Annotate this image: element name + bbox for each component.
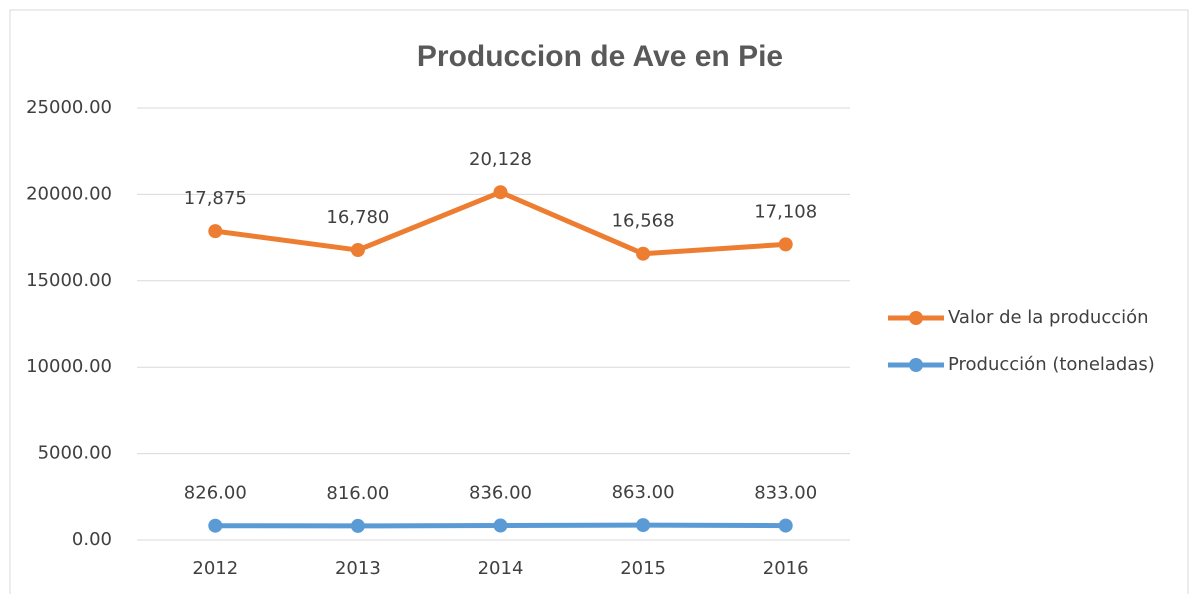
point [778, 518, 793, 533]
point [636, 246, 651, 261]
data-label: 17,875 [184, 188, 247, 209]
data-label: 16,780 [326, 207, 389, 228]
point [350, 243, 365, 258]
y-tick-label: 5000.00 [38, 443, 112, 464]
point [493, 185, 508, 200]
chart-title: Produccion de Ave en Pie [417, 40, 783, 73]
point [350, 518, 365, 533]
point [636, 518, 651, 533]
point [208, 224, 223, 239]
legend-marker [909, 358, 923, 372]
data-label: 826.00 [184, 483, 247, 504]
y-tick-label: 15000.00 [26, 270, 112, 291]
legend-label: Producción (toneladas) [948, 354, 1155, 375]
point [493, 518, 508, 533]
legend-label: Valor de la producción [948, 307, 1149, 328]
data-label: 836.00 [469, 483, 532, 504]
data-label: 863.00 [612, 482, 675, 503]
y-tick-label: 25000.00 [26, 97, 112, 118]
x-tick-label: 2013 [335, 558, 381, 579]
point [778, 237, 793, 252]
data-label: 20,128 [469, 149, 532, 170]
y-tick-label: 10000.00 [26, 356, 112, 377]
x-tick-label: 2012 [192, 558, 238, 579]
point [208, 518, 223, 533]
data-label: 17,108 [754, 201, 817, 222]
y-tick-label: 20000.00 [26, 183, 112, 204]
legend-marker [909, 311, 923, 325]
x-tick-label: 2015 [620, 558, 666, 579]
data-label: 816.00 [326, 483, 389, 504]
x-tick-label: 2014 [478, 558, 524, 579]
data-label: 16,568 [612, 211, 675, 232]
y-tick-label: 0.00 [72, 529, 112, 550]
chart-border [9, 9, 1189, 594]
x-tick-label: 2016 [763, 558, 809, 579]
data-label: 833.00 [754, 483, 817, 504]
